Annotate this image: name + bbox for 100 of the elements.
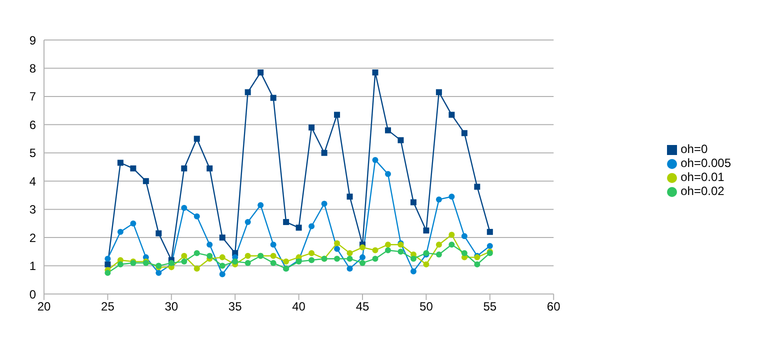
- point: [334, 256, 340, 262]
- x-tick-label: 40: [292, 300, 306, 314]
- point: [436, 89, 442, 96]
- point: [142, 178, 149, 184]
- point: [334, 240, 340, 246]
- x-tick-label: 45: [356, 300, 370, 314]
- legend-label: oh=0.02: [680, 184, 724, 198]
- point: [486, 228, 493, 235]
- point: [423, 228, 430, 234]
- legend-label: oh=0: [680, 142, 708, 156]
- point: [372, 256, 378, 262]
- point: [194, 266, 200, 272]
- point: [346, 250, 353, 256]
- point: [461, 233, 468, 240]
- point: [219, 254, 226, 260]
- y-tick-label: 4: [29, 174, 36, 188]
- point: [206, 165, 213, 172]
- point: [258, 202, 264, 208]
- point: [461, 250, 468, 256]
- point: [360, 254, 366, 260]
- point: [334, 112, 340, 118]
- point: [270, 242, 276, 248]
- y-tick-label: 6: [29, 118, 36, 132]
- point: [410, 199, 416, 206]
- point: [117, 160, 124, 166]
- point: [117, 261, 124, 268]
- point: [219, 271, 226, 278]
- x-tick-label: 30: [164, 300, 178, 314]
- point: [244, 252, 251, 259]
- point: [156, 230, 162, 236]
- point: [206, 242, 213, 248]
- point: [398, 137, 404, 144]
- point: [384, 242, 391, 248]
- point: [130, 220, 136, 226]
- point: [219, 262, 226, 269]
- point: [474, 261, 480, 268]
- point: [194, 213, 200, 220]
- x-tick-label: 25: [101, 300, 115, 314]
- y-tick-label: 9: [29, 33, 36, 48]
- point: [308, 223, 315, 230]
- x-tick-label: 55: [483, 300, 497, 314]
- x-tick-label: 50: [420, 300, 434, 314]
- point: [372, 156, 378, 163]
- point: [270, 260, 276, 266]
- point: [181, 165, 188, 172]
- point: [398, 248, 404, 255]
- y-tick-label: 0: [29, 287, 36, 302]
- point: [308, 250, 315, 256]
- point: [232, 258, 238, 265]
- point: [346, 266, 353, 272]
- point: [130, 165, 136, 172]
- point: [448, 242, 455, 248]
- point: [384, 247, 391, 254]
- point: [372, 69, 378, 76]
- y-tick-label: 7: [29, 90, 36, 104]
- point: [117, 228, 124, 235]
- point: [436, 242, 442, 248]
- y-tick-label: 3: [29, 202, 36, 217]
- point: [104, 261, 111, 268]
- point: [461, 130, 468, 136]
- point: [194, 136, 200, 142]
- point: [104, 270, 111, 276]
- point: [206, 252, 213, 259]
- legend-label: oh=0.005: [680, 156, 731, 170]
- point: [448, 194, 455, 200]
- point: [104, 256, 111, 262]
- point: [346, 194, 353, 200]
- point: [410, 256, 416, 262]
- point: [283, 219, 290, 226]
- point: [360, 244, 366, 250]
- point: [270, 94, 276, 101]
- point: [194, 250, 200, 256]
- point: [321, 150, 328, 156]
- point: [360, 260, 366, 266]
- point: [448, 112, 455, 118]
- point: [308, 124, 315, 130]
- point: [436, 251, 442, 258]
- point: [448, 232, 455, 238]
- point: [308, 257, 315, 264]
- point: [244, 219, 251, 226]
- point: [423, 261, 430, 268]
- legend-label: oh=0.01: [680, 170, 724, 184]
- y-tick-label: 2: [29, 230, 36, 245]
- x-tick-label: 60: [546, 300, 561, 314]
- y-tick-label: 5: [29, 146, 36, 160]
- point: [372, 247, 378, 254]
- point: [436, 196, 442, 202]
- point: [258, 69, 264, 76]
- point: [270, 252, 276, 259]
- point: [219, 234, 226, 241]
- point: [474, 184, 480, 190]
- point: [296, 224, 302, 231]
- y-tick-label: 1: [29, 259, 36, 274]
- point: [384, 171, 391, 178]
- point: [244, 260, 251, 266]
- point: [156, 270, 162, 276]
- point: [346, 256, 353, 262]
- x-tick-label: 35: [228, 300, 242, 314]
- point: [244, 89, 251, 96]
- point: [384, 127, 391, 134]
